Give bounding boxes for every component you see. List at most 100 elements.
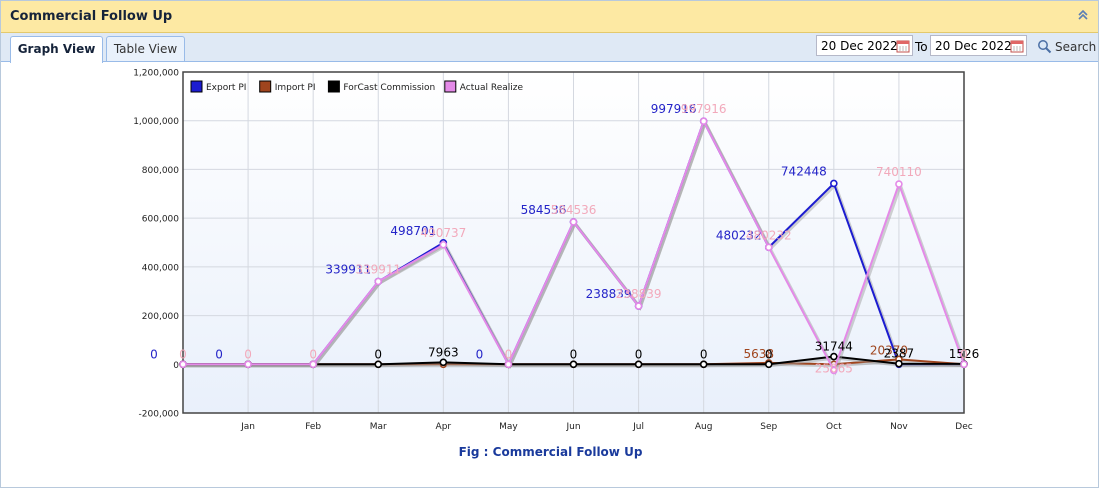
data-label: 0	[505, 347, 513, 361]
data-point[interactable]	[504, 360, 513, 369]
y-tick-label: 400,000	[142, 263, 179, 273]
data-label: 20370	[870, 343, 908, 357]
view-tab-bar: Graph View Table View 20 Dec 2022 To 20 …	[1, 33, 1098, 63]
data-label: 1526	[949, 347, 980, 361]
legend-swatch	[190, 80, 203, 93]
data-label: 584536	[551, 203, 597, 217]
x-tick-label: Apr	[436, 422, 452, 432]
data-point[interactable]	[569, 218, 578, 226]
data-point[interactable]	[374, 277, 383, 286]
data-label: 25065	[815, 361, 853, 375]
x-tick-label: Sep	[760, 422, 777, 432]
data-point[interactable]	[895, 180, 903, 188]
data-point[interactable]	[634, 302, 643, 310]
plot-border	[182, 71, 965, 414]
data-label: 0	[476, 347, 484, 361]
data-point[interactable]	[895, 359, 903, 368]
data-point[interactable]	[244, 360, 252, 369]
x-tick-label: Jul	[632, 422, 644, 432]
from-date-value: 20 Dec 2022	[821, 39, 898, 53]
x-tick-label: May	[499, 422, 518, 432]
data-label: 0	[179, 347, 187, 361]
chart-caption: Fig : Commercial Follow Up	[458, 445, 643, 459]
x-tick-label: Feb	[305, 422, 321, 432]
legend-label: Import PI	[275, 83, 316, 93]
data-point[interactable]	[439, 240, 448, 249]
data-label: 2387	[884, 347, 915, 361]
tab-graph-view[interactable]: Graph View	[10, 36, 103, 63]
legend-swatch	[444, 80, 457, 93]
x-tick-label: Nov	[890, 422, 908, 432]
data-label: 7963	[428, 345, 459, 359]
calendar-icon[interactable]	[1010, 39, 1024, 53]
data-point[interactable]	[699, 360, 708, 369]
y-tick-label: 800,000	[142, 166, 179, 176]
calendar-icon[interactable]	[896, 39, 910, 53]
collapse-icon[interactable]	[1076, 8, 1090, 22]
search-button[interactable]: Search	[1037, 39, 1096, 54]
data-label: 490737	[420, 226, 466, 240]
from-date-field[interactable]: 20 Dec 2022	[816, 35, 913, 56]
data-label: 0	[765, 347, 773, 361]
data-label: 997916	[681, 102, 727, 116]
data-label: 0	[570, 347, 578, 361]
data-point[interactable]	[764, 243, 773, 252]
data-label: 0	[635, 347, 643, 361]
data-point[interactable]	[830, 179, 838, 188]
data-point[interactable]	[830, 366, 838, 375]
data-label: 0	[150, 347, 158, 361]
data-label: 0	[700, 347, 708, 361]
legend-label: Actual Realize	[460, 83, 524, 93]
data-label: 238839	[616, 287, 662, 301]
data-label: 740110	[876, 165, 922, 179]
data-label: 480232	[746, 228, 792, 242]
data-label: 480232	[716, 228, 762, 242]
data-point[interactable]	[374, 360, 383, 369]
to-label: To	[915, 40, 928, 54]
x-tick-label: Aug	[695, 422, 713, 432]
data-label: 0	[215, 347, 223, 361]
data-label: 742448	[781, 164, 827, 178]
y-tick-label: 1,000,000	[133, 117, 179, 127]
data-point[interactable]	[179, 360, 187, 369]
commercial-follow-up-chart: -200,000 0 200,000 400,000 600,000 800,000 1,0…	[133, 69, 980, 433]
data-point[interactable]	[830, 352, 838, 361]
data-point[interactable]	[309, 360, 317, 369]
to-date-value: 20 Dec 2022	[935, 39, 1012, 53]
legend-label: Export PI	[206, 83, 246, 93]
data-point[interactable]	[439, 358, 448, 367]
legend-label: ForCast Commission	[343, 83, 435, 93]
search-icon	[1038, 40, 1052, 54]
search-label: Search	[1055, 40, 1097, 54]
data-point[interactable]	[634, 360, 643, 369]
data-label: 339911	[355, 262, 401, 276]
data-point[interactable]	[569, 360, 578, 369]
data-label: 0	[309, 347, 317, 361]
data-label: 584536	[521, 203, 567, 217]
to-date-field[interactable]: 20 Dec 2022	[930, 35, 1027, 56]
x-tick-label: Jan	[240, 422, 255, 432]
data-point[interactable]	[764, 360, 773, 369]
data-label: 0	[244, 347, 252, 361]
x-tick-label: Dec	[955, 422, 972, 432]
y-tick-label: 1,200,000	[133, 69, 179, 79]
legend-swatch	[327, 80, 340, 93]
data-label: 0	[960, 347, 968, 361]
y-tick-label: -200,000	[139, 410, 180, 420]
data-label: 997916	[651, 102, 697, 116]
data-label: 5638	[743, 347, 774, 361]
y-tick-label: 0	[173, 361, 179, 371]
data-point[interactable]	[699, 117, 708, 126]
panel-title: Commercial Follow Up	[10, 9, 173, 24]
data-label: 339911	[325, 262, 371, 276]
data-label: 238839	[586, 287, 632, 301]
y-tick-label: 200,000	[142, 312, 179, 322]
panel-header: Commercial Follow Up	[1, 1, 1098, 33]
tab-table-view[interactable]: Table View	[106, 36, 185, 61]
x-tick-label: Mar	[370, 422, 387, 432]
y-tick-label: 600,000	[142, 215, 179, 225]
data-point[interactable]	[960, 360, 968, 369]
data-label: 31744	[815, 340, 853, 354]
legend-swatch	[259, 80, 272, 93]
